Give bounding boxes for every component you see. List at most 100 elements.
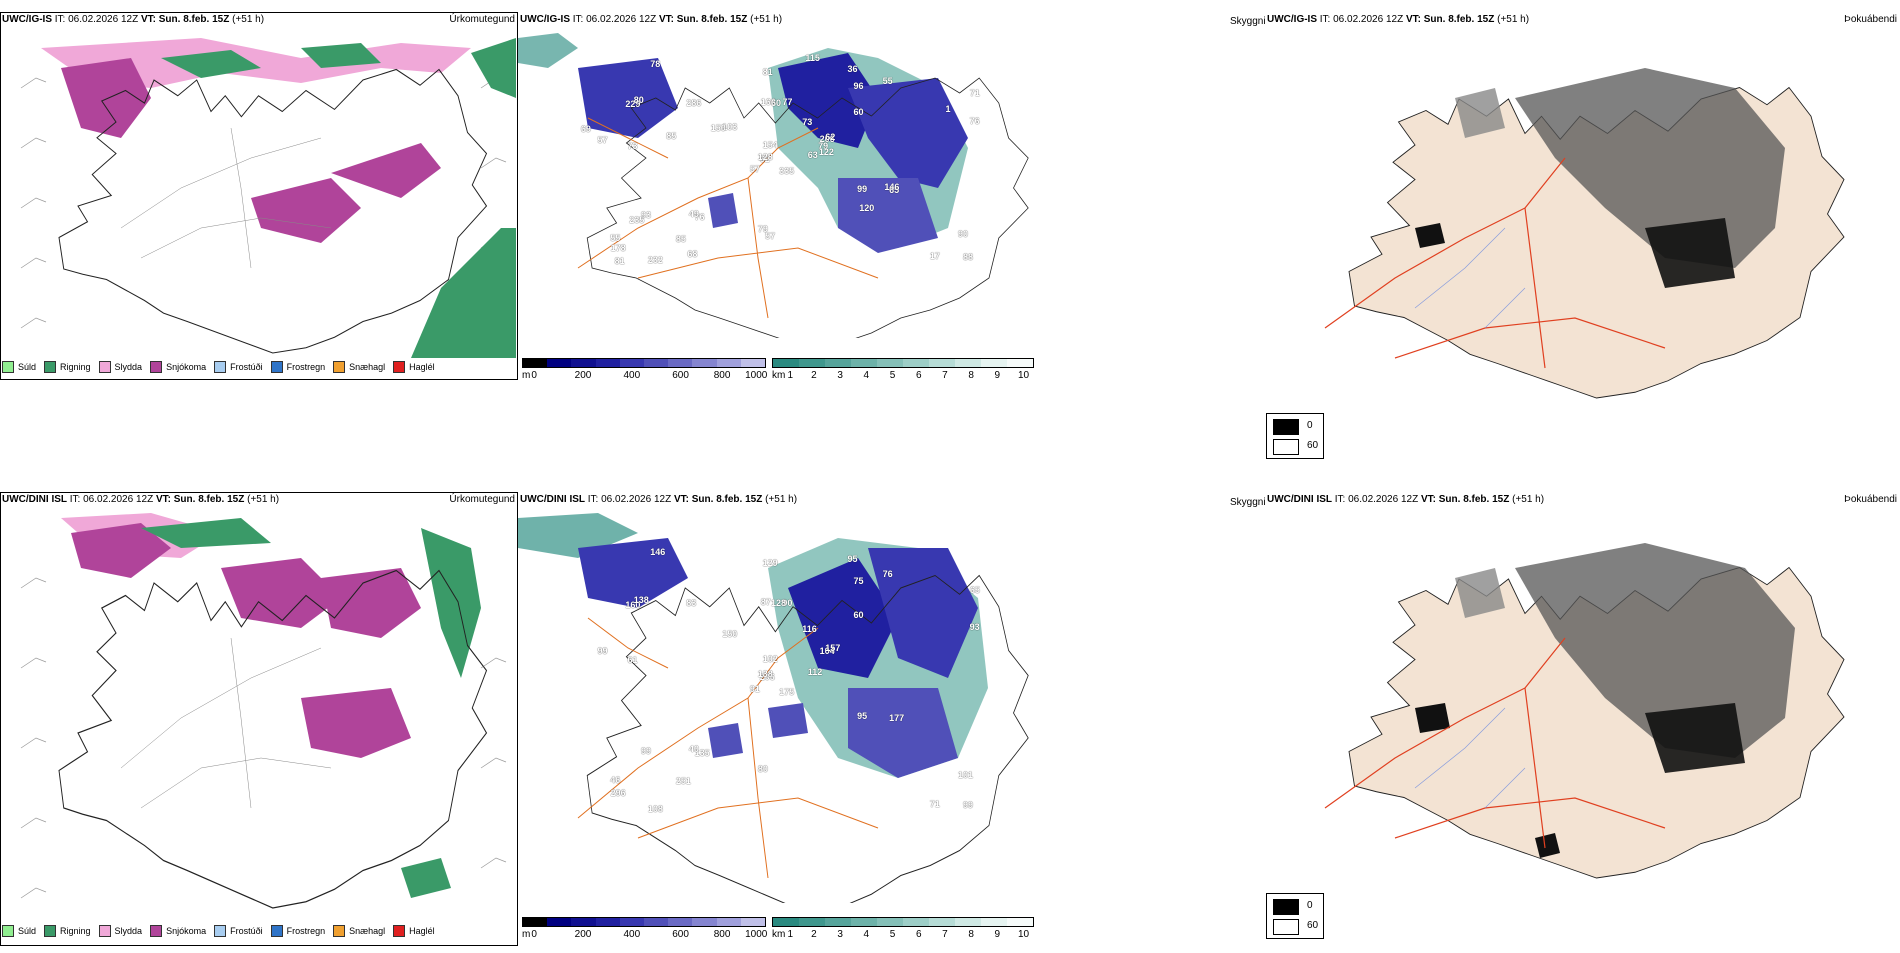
cloud-base-label: 85: [675, 233, 686, 244]
cloud-base-label: 296: [610, 787, 626, 798]
init-time: IT: 06.02.2026 12Z: [1319, 14, 1404, 25]
ramp-cell: [851, 359, 877, 367]
cloud-base-label: 36: [847, 64, 858, 75]
cloud-base-label: 75: [853, 576, 864, 587]
cloud-base-map: 335 229 62 55 206 76 36 77 96 63 78 88 73 71 57 60 232 16…: [518, 28, 1035, 338]
tick-label: 1000: [745, 370, 768, 380]
model-name: UWC/IG-IS: [1267, 14, 1317, 25]
fog-label: 0: [1307, 420, 1313, 431]
legend-swatch: [393, 925, 406, 937]
fog-indicator-map: [1265, 28, 1900, 408]
tick-label: 200: [574, 370, 592, 380]
ramp-cell: [825, 918, 851, 926]
fog-title: Þokuábendi: [1844, 14, 1897, 25]
precip-panel-top: UWC/IG-IS IT: 06.02.2026 12Z VT: Sun. 8.…: [0, 12, 518, 380]
ramp-cell: [644, 918, 669, 926]
cloud-base-label: 99: [640, 745, 651, 756]
cloud-base-label: 128: [770, 597, 787, 608]
cloud-base-label: 120: [859, 202, 875, 213]
ramp-cell: [692, 359, 717, 367]
fog-panel-top: UWC/IG-IS IT: 06.02.2026 12Z VT: Sun. 8.…: [1265, 12, 1900, 412]
legend-swatch: [2, 925, 14, 937]
legend-item: Súld: [2, 361, 36, 373]
cloud-base-label: 73: [802, 117, 813, 128]
precip-type-map: [1, 28, 516, 358]
ramp-cell: [740, 918, 766, 926]
ramp-cell: [981, 359, 1007, 367]
precip-panel-bottom: UWC/DINI ISL IT: 06.02.2026 12Z VT: Sun.…: [0, 492, 518, 950]
cloud-base-label: 78: [650, 58, 661, 69]
ramp-cell: [692, 918, 717, 926]
cloud-base-label: 83: [686, 598, 697, 609]
ramp-cell: [523, 918, 548, 926]
ramp-cell: [547, 359, 572, 367]
ramp-cell: [929, 918, 955, 926]
cloud-base-label: 335: [779, 165, 795, 176]
cloud-base-label: 251: [675, 776, 691, 787]
cloud-base-label: 62: [825, 132, 836, 143]
valid-time: VT: Sun. 8.feb. 15Z: [155, 494, 245, 505]
legend-item: Rigning: [44, 925, 91, 937]
panel-header: UWC/IG-IS IT: 06.02.2026 12Z VT: Sun. 8.…: [518, 12, 1035, 27]
lead-time: (+51 h): [765, 494, 798, 505]
legend-item: Snæhagl: [333, 925, 385, 937]
cloud-base-label: 93: [969, 622, 980, 633]
fog-label: 60: [1307, 440, 1319, 451]
tick-label: 0: [531, 370, 537, 380]
cloud-base-label: 95: [847, 554, 858, 565]
cloud-base-label: 232: [647, 254, 663, 265]
cloud-base-label: 150: [710, 123, 726, 134]
precip-type-title: Úrkomutegund: [449, 14, 515, 25]
panel-header: UWC/IG-IS IT: 06.02.2026 12Z VT: Sun. 8.…: [0, 12, 518, 27]
cloud-base-label: 116: [802, 623, 817, 634]
model-name: UWC/IG-IS: [520, 14, 570, 25]
cloud-base-label: 69: [580, 123, 591, 134]
init-time: IT: 06.02.2026 12Z: [587, 494, 672, 505]
legend-item: Haglél: [393, 361, 435, 373]
cloud-base-label: 1: [945, 103, 951, 114]
lead-time: (+51 h): [232, 14, 265, 25]
legend-item: Snjókoma: [150, 925, 206, 937]
cloud-base-labels: 335 229 62 55 206 76 36 77 96 63 78 88 73 71 57 60 232 16…: [518, 28, 1035, 338]
cloud-base-label: 102: [762, 653, 778, 664]
legend-swatch: [44, 361, 57, 373]
cloud-base-label: 99: [597, 646, 608, 657]
scale-unit: m: [522, 929, 531, 940]
cloud-base-label: 146: [884, 182, 900, 193]
ramp-cell: [716, 918, 741, 926]
tick-label: 1: [787, 929, 794, 940]
visibility-title: Skyggni: [1230, 16, 1266, 27]
legend-swatch: [270, 361, 283, 373]
ramp-cell: [955, 359, 981, 367]
cloud-base-label: 115: [805, 53, 820, 64]
legend-swatch: [270, 925, 283, 937]
legend-swatch: [44, 925, 57, 937]
lead-time: (+51 h): [750, 14, 783, 25]
ramp-cell: [877, 918, 903, 926]
ramp-cell: [668, 359, 693, 367]
cloud-base-label: 71: [969, 87, 980, 98]
ramp-cell: [903, 918, 929, 926]
tick-label: 9: [994, 929, 1001, 940]
ramp-cell: [955, 918, 981, 926]
panel-header: UWC/DINI ISL IT: 06.02.2026 12Z VT: Sun.…: [518, 492, 1035, 507]
tick-label: 1000: [745, 929, 768, 940]
tick-label: 4: [863, 929, 870, 940]
cloud-base-label: 93: [640, 210, 651, 221]
cloud-base-label: 104: [819, 645, 835, 656]
fog-indicator-map: [1265, 508, 1900, 888]
cloud-base-label: 65: [889, 185, 900, 196]
ramp-cell: [1007, 918, 1033, 926]
tick-label: 4: [863, 370, 870, 380]
precip-type-map: [1, 508, 516, 920]
tick-label: 10: [1017, 370, 1030, 380]
fog-label: 0: [1307, 900, 1313, 911]
fog-swatch: [1273, 899, 1299, 915]
ramp-cell: [668, 918, 693, 926]
cloud-base-label: 96: [853, 81, 864, 92]
scale-unit: km: [772, 370, 786, 380]
cloud-base-label: 60: [853, 610, 864, 621]
cloud-base-label: 90: [782, 597, 793, 608]
ramp-cell: [619, 359, 645, 367]
legend-item: Snæhagl: [333, 361, 385, 373]
